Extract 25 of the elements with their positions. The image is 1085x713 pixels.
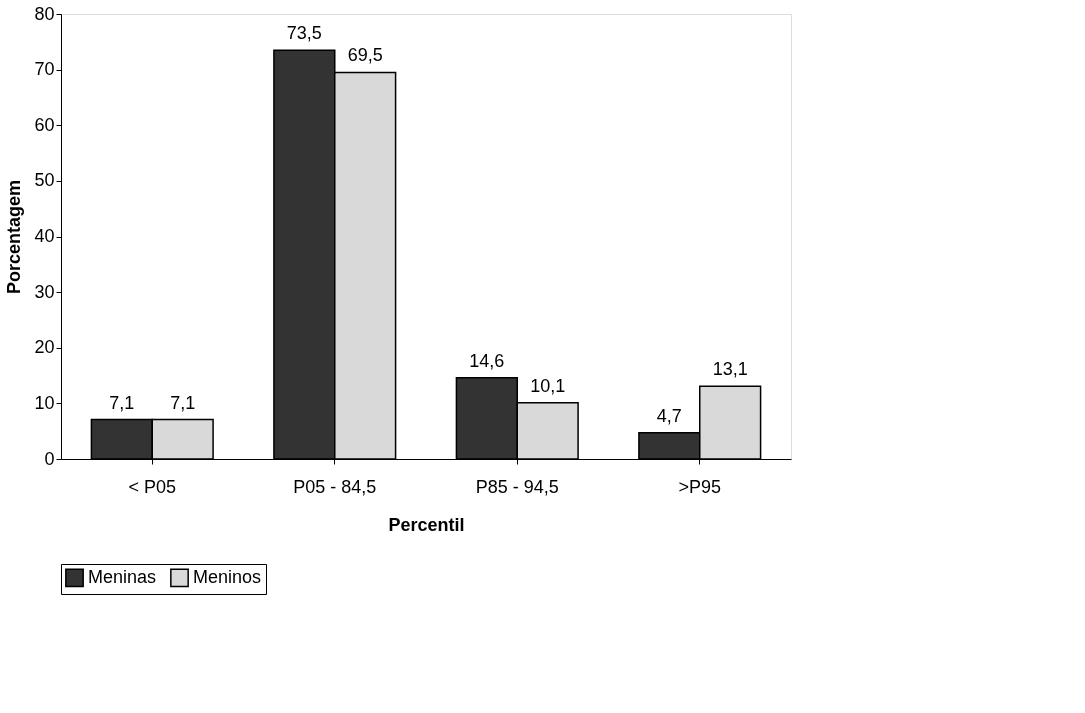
data-label: 7,1 [109, 392, 135, 413]
legend-label: Meninos [193, 566, 262, 587]
x-tick-label: >P95 [678, 476, 722, 497]
y-tick-label: 80 [34, 3, 55, 24]
data-label: 4,7 [656, 405, 682, 426]
data-label: 10,1 [530, 375, 566, 396]
y-tick-label: 70 [34, 59, 55, 80]
x-tick-label: P85 - 94,5 [475, 476, 559, 497]
y-tick-label: 30 [34, 281, 55, 302]
data-label: 69,5 [347, 45, 383, 66]
y-tick-label: 20 [34, 337, 55, 358]
y-tick-label: 10 [34, 392, 55, 413]
legend-label: Meninas [88, 566, 157, 587]
y-axis-title: Porcentagem [4, 179, 25, 295]
data-label: 13,1 [712, 359, 748, 380]
y-tick-label: 50 [34, 170, 55, 191]
x-tick-label: < P05 [128, 476, 177, 497]
data-label: 7,1 [170, 392, 196, 413]
y-tick-label: 60 [34, 114, 55, 135]
y-tick-label: 0 [44, 448, 55, 469]
data-label: 14,6 [469, 350, 505, 371]
x-axis-title: Percentil [388, 514, 465, 535]
y-tick-label: 40 [34, 226, 55, 246]
x-tick-label: P05 - 84,5 [293, 476, 377, 497]
data-label: 73,5 [286, 23, 322, 44]
